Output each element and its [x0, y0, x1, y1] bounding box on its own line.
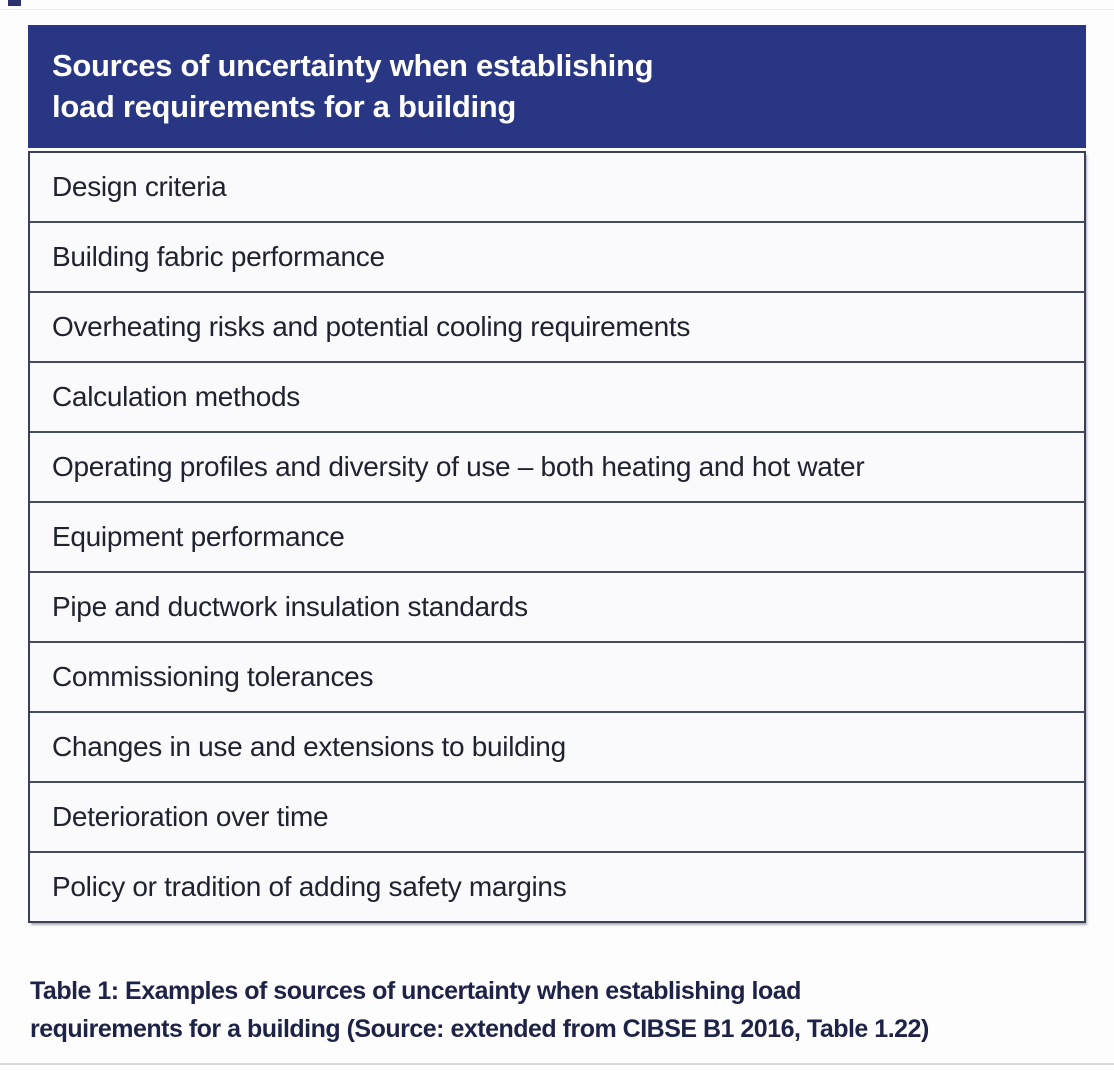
page-crop-artifact: [8, 0, 21, 6]
table-row: Policy or tradition of adding safety mar…: [30, 851, 1084, 921]
uncertainty-sources-table: Sources of uncertainty when establishing…: [28, 25, 1086, 923]
table-header-title-line-1: Sources of uncertainty when establishing: [52, 48, 654, 83]
row-label: Operating profiles and diversity of use …: [52, 451, 865, 482]
row-label: Pipe and ductwork insulation standards: [52, 591, 528, 622]
row-label: Equipment performance: [52, 521, 345, 552]
table-body: Design criteria Building fabric performa…: [28, 151, 1086, 923]
table-row: Changes in use and extensions to buildin…: [30, 711, 1084, 781]
table-caption: Table 1: Examples of sources of uncertai…: [30, 972, 1100, 1048]
row-label: Deterioration over time: [52, 801, 329, 832]
table-caption-line-1: Table 1: Examples of sources of uncertai…: [30, 977, 801, 1005]
table-header-title-line-2: load requirements for a building: [52, 89, 517, 124]
row-label: Design criteria: [52, 171, 227, 202]
table-row: Building fabric performance: [30, 221, 1084, 291]
row-label: Policy or tradition of adding safety mar…: [52, 871, 567, 902]
table-row: Commissioning tolerances: [30, 641, 1084, 711]
table-row: Overheating risks and potential cooling …: [30, 291, 1084, 361]
page-hairline-bottom: [0, 1063, 1114, 1065]
row-label: Building fabric performance: [52, 241, 385, 272]
row-label: Calculation methods: [52, 381, 300, 412]
row-label: Commissioning tolerances: [52, 661, 374, 692]
table-row: Equipment performance: [30, 501, 1084, 571]
table-row: Calculation methods: [30, 361, 1084, 431]
table-header: Sources of uncertainty when establishing…: [28, 25, 1086, 148]
table-row: Pipe and ductwork insulation standards: [30, 571, 1084, 641]
table-row: Deterioration over time: [30, 781, 1084, 851]
table-row: Design criteria: [30, 153, 1084, 221]
table-caption-line-2: requirements for a building (Source: ext…: [30, 1015, 929, 1043]
page-hairline-top: [0, 9, 1114, 10]
table-row: Operating profiles and diversity of use …: [30, 431, 1084, 501]
row-label: Changes in use and extensions to buildin…: [52, 731, 566, 762]
row-label: Overheating risks and potential cooling …: [52, 311, 691, 342]
